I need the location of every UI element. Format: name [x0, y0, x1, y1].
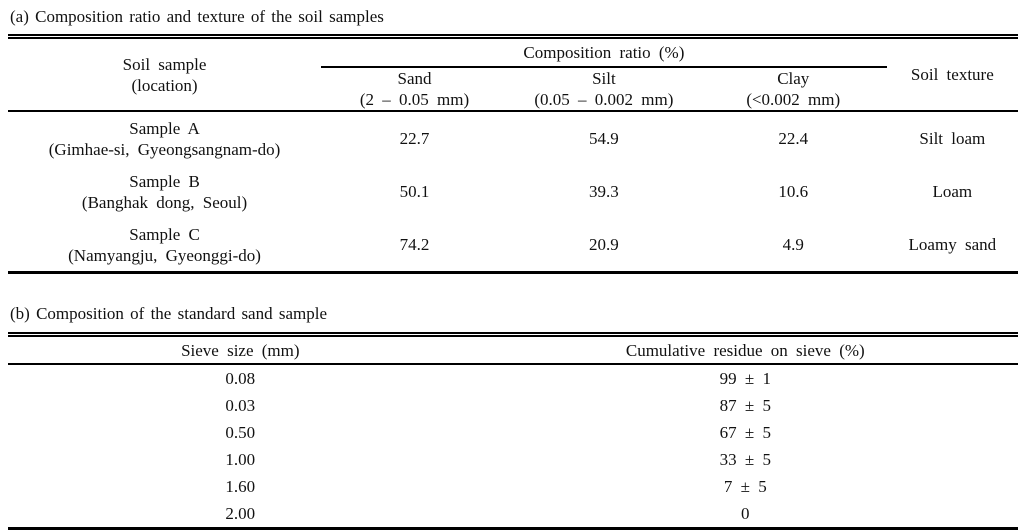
table-row-sieve-3: 0.50 67 ± 5: [8, 419, 1018, 446]
silt-value: 54.9: [589, 129, 619, 148]
silt-label: Silt: [592, 69, 616, 88]
column-header-sand: Sand (2 – 0.05 mm): [321, 67, 508, 112]
sample-name-cell: Sample A (Gimhae-si, Gyeongsangnam-do): [8, 111, 321, 165]
texture-value: Loam: [932, 182, 973, 201]
column-header-clay: Clay (<0.002 mm): [699, 67, 887, 112]
table-row-sieve-5: 1.60 7 ± 5: [8, 473, 1018, 500]
table-row-sieve-1: 0.08 99 ± 1: [8, 364, 1018, 392]
soil-sample-label: Soil sample: [122, 54, 207, 74]
silt-value: 20.9: [589, 235, 619, 254]
table-b-caption: (b) Composition of the standard sand sam…: [10, 304, 328, 323]
sample-location: (Banghak dong, Seoul): [81, 192, 248, 212]
sample-name-cell: Sample B (Banghak dong, Seoul): [8, 165, 321, 218]
clay-value: 22.4: [778, 129, 809, 148]
sand-value: 22.7: [399, 129, 430, 148]
table-a-caption: (a) Composition ratio and texture of the…: [10, 7, 384, 26]
sand-value: 50.1: [399, 182, 430, 201]
texture-value: Silt loam: [919, 129, 986, 148]
table-row-sieve-6: 2.00 0: [8, 500, 1018, 529]
column-group-header-composition-ratio: Composition ratio (%): [321, 36, 887, 68]
clay-range-label: (<0.002 mm): [746, 90, 841, 109]
residue-value: 33 ± 5: [719, 450, 771, 469]
column-header-cumulative-residue: Cumulative residue on sieve (%): [472, 334, 1018, 365]
sand-value: 74.2: [399, 235, 430, 254]
sieve-size-value: 1.00: [225, 450, 256, 469]
sample-name: Sample C: [129, 224, 200, 244]
sample-name-cell: Sample C (Namyangju, Gyeonggi-do): [8, 218, 321, 273]
sieve-size-value: 1.60: [225, 477, 256, 496]
sample-location: (Namyangju, Gyeonggi-do): [68, 245, 261, 265]
column-header-soil-sample: Soil sample (location): [8, 36, 322, 112]
table-row-sieve-2: 0.03 87 ± 5: [8, 392, 1018, 419]
sieve-size-value: 0.50: [225, 423, 256, 442]
sieve-size-value: 0.08: [225, 369, 256, 388]
table-a-soil-composition: Soil sample (location) Composition ratio…: [8, 34, 1018, 274]
table-row-sieve-4: 1.00 33 ± 5: [8, 446, 1018, 473]
sample-name: Sample B: [129, 171, 200, 191]
residue-value: 7 ± 5: [723, 477, 767, 496]
sand-label: Sand: [397, 69, 432, 88]
table-row-sample-b: Sample B (Banghak dong, Seoul) 50.1 39.3…: [8, 165, 1018, 218]
silt-value: 39.3: [589, 182, 619, 201]
sample-location: (Gimhae-si, Gyeongsangnam-do): [48, 139, 281, 159]
residue-value: 0: [741, 504, 750, 523]
texture-value: Loamy sand: [908, 235, 997, 254]
table-row-sample-a: Sample A (Gimhae-si, Gyeongsangnam-do) 2…: [8, 111, 1018, 165]
table-row-sample-c: Sample C (Namyangju, Gyeonggi-do) 74.2 2…: [8, 218, 1018, 273]
clay-value: 10.6: [778, 182, 809, 201]
residue-value: 99 ± 1: [719, 369, 771, 388]
residue-value: 67 ± 5: [719, 423, 771, 442]
sieve-size-value: 2.00: [225, 504, 256, 523]
sample-name: Sample A: [129, 118, 200, 138]
column-header-soil-texture: Soil texture: [886, 36, 1018, 112]
table-a-header-row-1: Soil sample (location) Composition ratio…: [8, 36, 1018, 112]
clay-label: Clay: [777, 69, 810, 88]
soil-sample-location-label: (location): [131, 75, 198, 95]
table-b-header-row: Sieve size (mm) Cumulative residue on si…: [8, 334, 1018, 365]
sand-range-label: (2 – 0.05 mm): [359, 90, 470, 109]
silt-range-label: (0.05 – 0.002 mm): [534, 90, 674, 109]
table-a-header-row-2: Sand (2 – 0.05 mm) Silt (0.05 – 0.002 mm…: [8, 67, 1018, 112]
residue-value: 87 ± 5: [719, 396, 771, 415]
table-b-standard-sand: Sieve size (mm) Cumulative residue on si…: [8, 332, 1018, 530]
sieve-size-value: 0.03: [225, 396, 256, 415]
column-header-silt: Silt (0.05 – 0.002 mm): [507, 67, 700, 112]
column-header-sieve-size: Sieve size (mm): [8, 334, 473, 365]
clay-value: 4.9: [782, 235, 804, 254]
